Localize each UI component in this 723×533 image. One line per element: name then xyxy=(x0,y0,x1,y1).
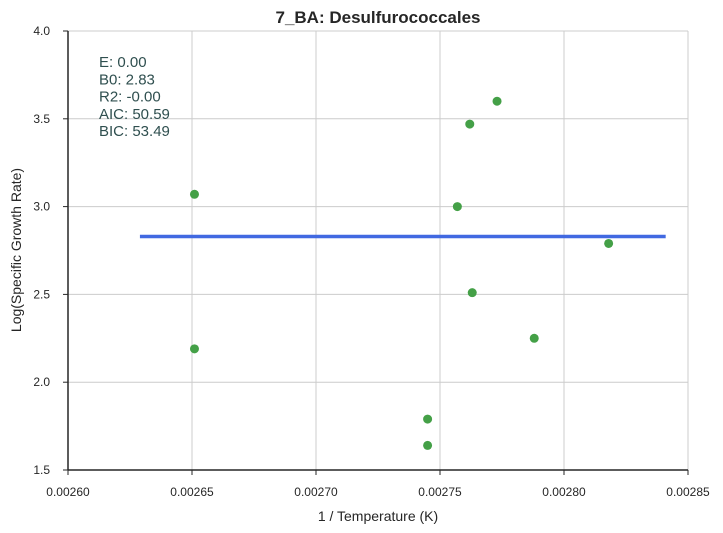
y-tick-label: 1.5 xyxy=(33,463,50,477)
data-point xyxy=(492,96,502,106)
y-axis-label: Log(Specific Growth Rate) xyxy=(8,168,24,332)
chart-title: 7_BA: Desulfurococcales xyxy=(275,8,480,27)
data-point xyxy=(423,440,433,450)
x-tick-label: 0.00270 xyxy=(294,485,338,499)
stat-line: BIC: 53.49 xyxy=(99,123,170,140)
stat-line: R2: -0.00 xyxy=(99,89,161,106)
data-point xyxy=(189,189,199,199)
tick-labels: 0.00260 0.00265 0.00270 0.00275 0.00280 0.002… xyxy=(33,24,710,499)
x-tick-label: 0.00265 xyxy=(170,485,214,499)
x-tick-label: 0.00260 xyxy=(46,485,90,499)
x-axis-label: 1 / Temperature (K) xyxy=(318,508,438,524)
stat-line: B0: 2.83 xyxy=(99,71,155,88)
x-tick-label: 0.00285 xyxy=(666,485,710,499)
data-points xyxy=(189,96,614,450)
data-point xyxy=(467,288,477,298)
y-tick-label: 4.0 xyxy=(33,24,50,38)
data-point xyxy=(529,333,539,343)
stat-line: E: 0.00 xyxy=(99,54,147,71)
data-point xyxy=(189,344,199,354)
y-tick-label: 3.5 xyxy=(33,112,50,126)
grid xyxy=(67,30,689,471)
data-point xyxy=(423,414,433,424)
stat-line: AIC: 50.59 xyxy=(99,106,170,123)
y-tick-label: 2.0 xyxy=(33,375,50,389)
axes xyxy=(63,30,689,475)
data-point xyxy=(604,238,614,248)
data-point xyxy=(465,119,475,129)
y-tick-label: 3.0 xyxy=(33,200,50,214)
x-tick-label: 0.00280 xyxy=(542,485,586,499)
y-tick-label: 2.5 xyxy=(33,287,50,301)
data-point xyxy=(452,202,462,212)
x-tick-label: 0.00275 xyxy=(418,485,462,499)
